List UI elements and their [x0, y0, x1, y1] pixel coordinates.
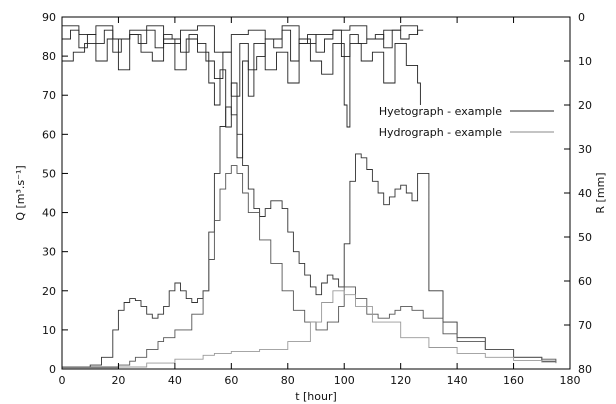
- y-axis-label: Q [m³.s⁻¹]: [14, 165, 27, 220]
- hydrograph-series-1: [62, 106, 557, 368]
- legend: Hyetograph - example Hydrograph - example: [379, 105, 554, 139]
- y-tick-label: 20: [42, 285, 56, 298]
- x-tick-label: 140: [447, 374, 468, 387]
- y2-tick-label: 0: [578, 11, 585, 24]
- x-tick-label: 20: [111, 374, 125, 387]
- plot-frame: [61, 16, 571, 370]
- y2-tick-label: 40: [578, 187, 592, 200]
- y-tick-label: 0: [49, 363, 56, 376]
- y-tick-label: 60: [42, 128, 56, 141]
- x-tick-label: 100: [334, 374, 355, 387]
- hyetograph-trace-1: [62, 34, 421, 159]
- y-tick-label: 30: [42, 246, 56, 259]
- y2-tick-label: 50: [578, 231, 592, 244]
- x-tick-label: 80: [281, 374, 295, 387]
- y-tick-label: 90: [42, 11, 56, 24]
- y-tick-label: 50: [42, 167, 56, 180]
- y2-tick-label: 70: [578, 319, 592, 332]
- y-tick-label: 10: [42, 324, 56, 337]
- x-tick-label: 180: [560, 374, 581, 387]
- x-tick-label: 60: [224, 374, 238, 387]
- y2-axis-label: R [mm]: [594, 172, 607, 213]
- y-tick-label: 80: [42, 50, 56, 63]
- y2-tick-label: 30: [578, 143, 592, 156]
- legend-label: Hydrograph - example: [379, 126, 503, 139]
- hydrograph-series-3: [62, 290, 557, 369]
- y2-tick-label: 20: [578, 99, 592, 112]
- y2-tick-label: 60: [578, 275, 592, 288]
- x-tick-label: 120: [390, 374, 411, 387]
- x-tick-label: 0: [59, 374, 66, 387]
- x-tick-label: 160: [503, 374, 524, 387]
- y2-tick-label: 80: [578, 363, 592, 376]
- y2-tick-label: 10: [578, 55, 592, 68]
- hydrograph-series-2: [62, 165, 557, 368]
- x-axis-label: t [hour]: [295, 390, 337, 403]
- hyetograph-trace-3: [62, 29, 424, 97]
- y-tick-label: 70: [42, 89, 56, 102]
- x-tick-label: 40: [168, 374, 182, 387]
- y-tick-label: 40: [42, 207, 56, 220]
- legend-label: Hyetograph - example: [379, 105, 502, 118]
